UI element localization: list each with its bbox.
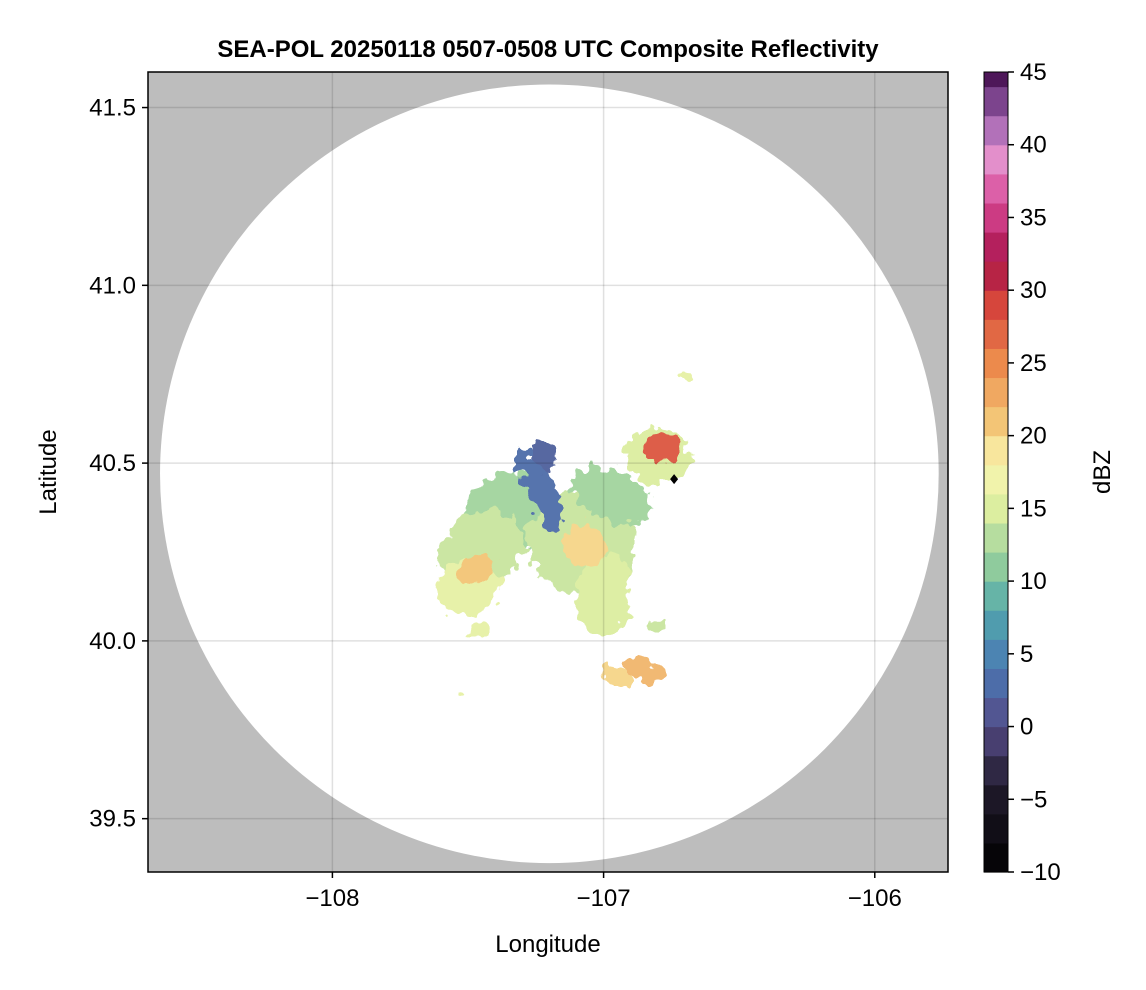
colorbar-frame xyxy=(983,71,1009,873)
colorbar-tick-label: 5 xyxy=(1020,641,1033,668)
echo-southern-band-west xyxy=(601,666,634,687)
echo-isolated-echo-southwest xyxy=(455,694,464,702)
y-axis-label: Latitude xyxy=(35,429,62,514)
colorbar-tick-label: 15 xyxy=(1020,495,1047,522)
x-axis-label: Longitude xyxy=(495,931,600,958)
colorbar-bin xyxy=(984,581,1008,611)
echo-main-south-arm xyxy=(576,552,631,638)
colorbar-bin xyxy=(984,232,1008,262)
colorbar-tick-label: 30 xyxy=(1020,277,1047,304)
echo-main-east-arm xyxy=(571,466,653,525)
colorbar-label: dBZ xyxy=(1089,450,1116,494)
colorbar-bin xyxy=(984,406,1008,437)
colorbar-bin xyxy=(984,115,1008,146)
colorbar-tick-label: 0 xyxy=(1020,714,1033,741)
colorbar-bin xyxy=(984,668,1008,699)
echo-southern-fragment-west xyxy=(470,623,493,638)
colorbar-tick-label: −5 xyxy=(1020,786,1047,813)
plot-area xyxy=(148,72,948,872)
colorbar-bin xyxy=(984,639,1008,669)
colorbar-bin xyxy=(984,755,1008,786)
colorbar-bin xyxy=(984,290,1008,320)
y-tick-label: 39.5 xyxy=(89,806,136,833)
echo-northeast-cell-core xyxy=(644,434,683,464)
colorbar xyxy=(984,72,1008,873)
radar-coverage-circle xyxy=(160,84,939,864)
echo-small-cell-north xyxy=(679,372,696,384)
colorbar-bin xyxy=(984,726,1008,757)
echo-enhanced-core-west xyxy=(457,554,495,585)
echo-low-reflectivity-band xyxy=(518,449,565,534)
colorbar-tick-label: 35 xyxy=(1020,204,1047,231)
echo-southern-fragment-east xyxy=(647,621,669,633)
colorbar-tick-label: −10 xyxy=(1020,859,1061,886)
colorbar-bin xyxy=(984,202,1008,233)
x-tick-label: −108 xyxy=(305,885,359,912)
colorbar-tick-label: 45 xyxy=(1020,59,1047,86)
colorbar-bin xyxy=(984,813,1008,844)
y-tick-label: 40.0 xyxy=(89,628,136,655)
echo-enhanced-core-central xyxy=(562,523,607,567)
colorbar-bin xyxy=(984,144,1008,175)
colorbar-bin xyxy=(984,842,1008,873)
colorbar-bin xyxy=(984,261,1008,291)
colorbar-bin xyxy=(984,86,1008,117)
colorbar-tick-label: 40 xyxy=(1020,132,1047,159)
x-tick-label: −107 xyxy=(577,885,631,912)
colorbar-bin xyxy=(984,552,1008,582)
y-tick-label: 41.0 xyxy=(89,272,136,299)
plot-frame xyxy=(147,71,949,873)
colorbar-bin xyxy=(984,493,1008,524)
colorbar-bin xyxy=(984,72,1008,88)
y-tick-label: 41.5 xyxy=(89,95,136,122)
colorbar-bin xyxy=(984,173,1008,204)
colorbar-bin xyxy=(984,348,1008,379)
colorbar-tick-label: 10 xyxy=(1020,568,1047,595)
colorbar-bin xyxy=(984,522,1008,553)
x-tick-label: −106 xyxy=(848,885,902,912)
reflectivity-echoes xyxy=(436,372,696,702)
colorbar-tick-label: 20 xyxy=(1020,423,1047,450)
colorbar-bin xyxy=(984,464,1008,495)
echo-northern-finger xyxy=(532,438,556,474)
colorbar-bin xyxy=(984,697,1008,728)
chart-title: SEA-POL 20250118 0507-0508 UTC Composite… xyxy=(217,36,879,63)
radar-site-marker xyxy=(670,474,679,485)
x-axis-ticks: −108 −107 −106 xyxy=(305,872,902,912)
grid-lines xyxy=(148,72,948,872)
y-axis-ticks: 39.5 40.0 40.5 41.0 41.5 xyxy=(89,95,148,833)
colorbar-tick-label: 25 xyxy=(1020,350,1047,377)
echo-southern-band-east xyxy=(623,656,665,682)
colorbar-ticks: −10 −5 0 5 10 15 20 25 30 35 40 45 xyxy=(1008,59,1061,886)
y-tick-label: 40.5 xyxy=(89,450,136,477)
colorbar-bin xyxy=(984,610,1008,640)
colorbar-bin xyxy=(984,319,1008,349)
colorbar-bin xyxy=(984,377,1008,408)
colorbar-bin xyxy=(984,435,1008,466)
colorbar-bin xyxy=(984,784,1008,815)
